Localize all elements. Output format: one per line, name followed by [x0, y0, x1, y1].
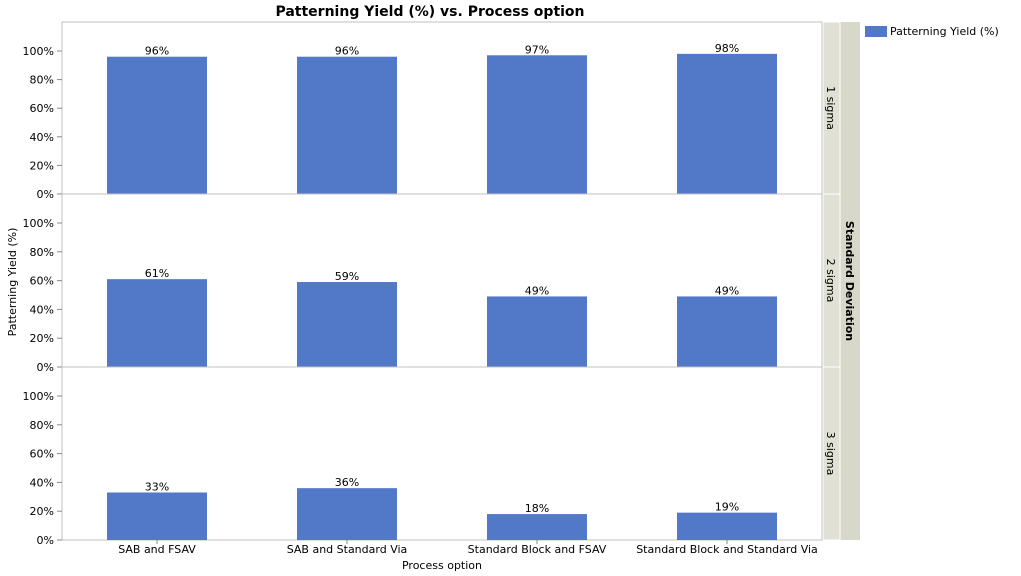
y-tick-label: 20%	[30, 159, 54, 172]
x-tick-label: Standard Block and FSAV	[468, 543, 607, 556]
bar	[297, 56, 397, 194]
bar	[297, 282, 397, 367]
legend-entry: Patterning Yield (%)	[890, 25, 999, 38]
y-tick-label: 80%	[30, 74, 54, 87]
y-tick-label: 40%	[30, 131, 54, 144]
y-tick-label: 20%	[30, 332, 54, 345]
data-label: 36%	[335, 476, 359, 489]
legend-swatch	[865, 26, 887, 37]
y-tick-label: 40%	[30, 476, 54, 489]
bar	[677, 53, 777, 194]
facet-label: 2 sigma	[824, 259, 837, 303]
bar	[487, 55, 587, 194]
y-tick-label: 80%	[30, 419, 54, 432]
bar	[107, 56, 207, 194]
y-tick-label: 80%	[30, 246, 54, 259]
data-label: 61%	[145, 267, 169, 280]
bar	[297, 488, 397, 540]
y-tick-label: 100%	[23, 217, 54, 230]
y-tick-label: 60%	[30, 102, 54, 115]
bar	[677, 512, 777, 540]
data-label: 98%	[715, 42, 739, 55]
x-tick-label: SAB and Standard Via	[287, 543, 408, 556]
bar	[487, 514, 587, 540]
data-label: 49%	[715, 284, 739, 297]
data-label: 97%	[525, 43, 549, 56]
y-tick-label: 40%	[30, 303, 54, 316]
chart-title: Patterning Yield (%) vs. Process option	[275, 4, 584, 20]
y-tick-label: 100%	[23, 45, 54, 58]
bar	[107, 279, 207, 367]
y-tick-label: 20%	[30, 505, 54, 518]
bar	[107, 492, 207, 540]
x-tick-label: SAB and FSAV	[118, 543, 196, 556]
data-label: 96%	[335, 45, 359, 58]
y-axis-label: Patterning Yield (%)	[6, 228, 19, 337]
facet-panels: Standard Deviation 1 sigma 0% 20% 40% 60% 80% 1…	[23, 21, 860, 556]
bar	[487, 296, 587, 367]
facet-label: 3 sigma	[824, 432, 837, 476]
facet-label: 1 sigma	[824, 86, 837, 130]
data-label: 18%	[525, 502, 549, 515]
facet-group-label: Standard Deviation	[843, 221, 856, 341]
legend: Patterning Yield (%)	[865, 25, 999, 38]
data-label: 33%	[145, 480, 169, 493]
y-tick-label: 0%	[37, 361, 54, 374]
facet-group-strip	[840, 22, 860, 540]
x-axis-label: Process option	[402, 559, 482, 572]
facet-strip	[822, 366, 841, 541]
y-tick-label: 60%	[30, 275, 54, 288]
y-tick-label: 60%	[30, 448, 54, 461]
data-label: 96%	[145, 45, 169, 58]
bar	[677, 296, 777, 367]
y-tick-label: 0%	[37, 534, 54, 547]
data-label: 49%	[525, 284, 549, 297]
data-label: 59%	[335, 270, 359, 283]
x-tick-label: Standard Block and Standard Via	[636, 543, 818, 556]
y-tick-label: 0%	[37, 188, 54, 201]
data-label: 19%	[715, 501, 739, 514]
y-tick-label: 100%	[23, 390, 54, 403]
